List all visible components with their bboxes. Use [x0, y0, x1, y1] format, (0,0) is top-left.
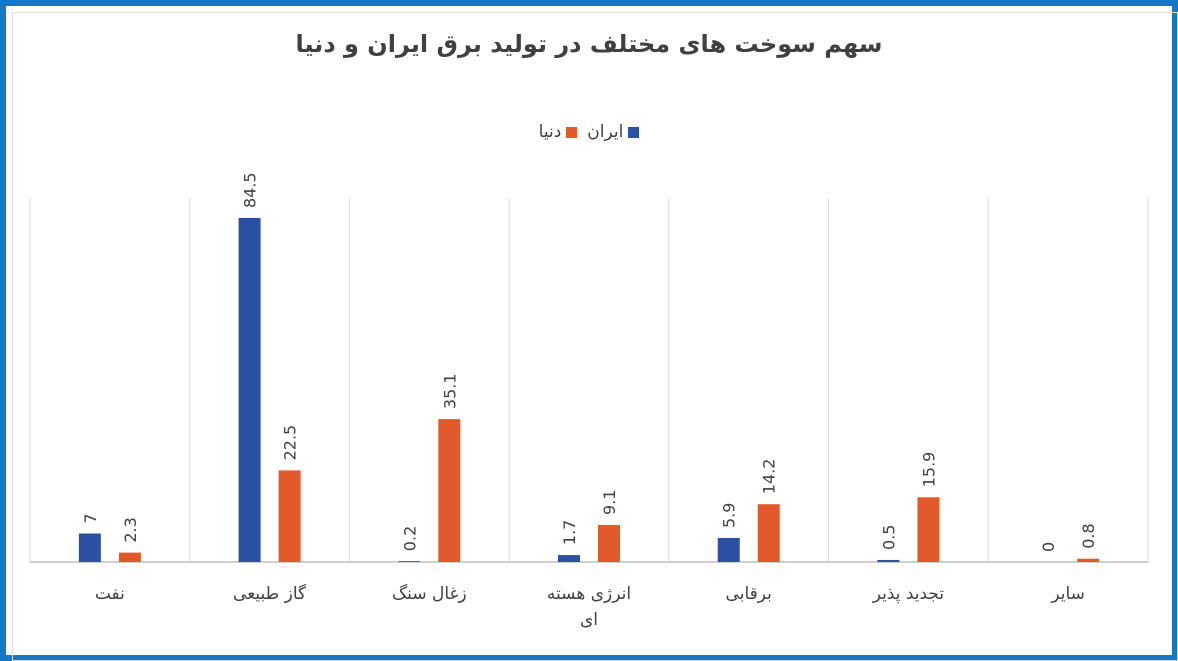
data-label-world-cat-4: 14.2 [760, 459, 779, 495]
data-label-iran-cat-5: 0.5 [879, 525, 898, 550]
legend-swatch-iran [628, 126, 640, 138]
category-label-cat-0: نفت [95, 584, 125, 604]
data-label-world-cat-6: 0.8 [1079, 523, 1098, 548]
data-label-world-cat-5: 15.9 [919, 452, 938, 488]
bar-iran-cat-2 [398, 561, 421, 562]
category-label-cat-2: زغال سنگ [392, 583, 467, 604]
chart-title: سهم سوخت های مختلف در تولید برق ایران و … [295, 30, 883, 58]
data-label-iran-cat-1: 84.5 [241, 172, 260, 208]
bar-iran-cat-3 [558, 555, 580, 562]
data-label-iran-cat-2: 0.2 [400, 526, 419, 551]
data-label-world-cat-0: 2.3 [121, 517, 140, 542]
bar-iran-cat-0 [78, 533, 101, 562]
bar-iran-cat-4 [717, 537, 740, 562]
bar-iran-cat-5 [877, 559, 900, 562]
data-label-iran-cat-3: 1.7 [560, 520, 579, 545]
legend-item-world: دنیا [539, 122, 578, 142]
data-label-iran-cat-0: 7 [81, 513, 100, 523]
legend-item-iran: ایران [587, 122, 640, 142]
bar-world-cat-6 [1077, 558, 1100, 562]
category-label-cat-6: سایر [1050, 584, 1085, 604]
category-label-cat-1: گاز طبیعی [233, 583, 307, 604]
bar-iran-cat-1 [238, 218, 261, 562]
category-label-cat-5: تجدید پذیر [872, 584, 945, 604]
bar-world-cat-3 [598, 524, 620, 562]
category-label-cat-3: انرژی هسته [547, 584, 631, 604]
category-label-cat-4: برقابی [726, 584, 772, 604]
category-label-cat-3: ای [580, 610, 598, 630]
data-label-world-cat-1: 22.5 [281, 425, 300, 461]
legend: دنیا ایران [0, 122, 1178, 142]
bar-world-cat-5 [917, 497, 940, 562]
bar-world-cat-4 [757, 504, 780, 562]
bar-world-cat-2 [438, 419, 461, 562]
data-label-world-cat-2: 35.1 [440, 373, 459, 409]
data-label-iran-cat-4: 5.9 [720, 503, 739, 528]
bar-world-cat-0 [118, 552, 141, 562]
legend-label-world: دنیا [538, 122, 562, 142]
bar-world-cat-1 [278, 470, 301, 562]
legend-swatch-world [566, 126, 578, 138]
data-label-world-cat-3: 9.1 [600, 490, 619, 515]
data-label-iran-cat-6: 0 [1039, 542, 1058, 552]
legend-label-iran: ایران [587, 122, 624, 142]
